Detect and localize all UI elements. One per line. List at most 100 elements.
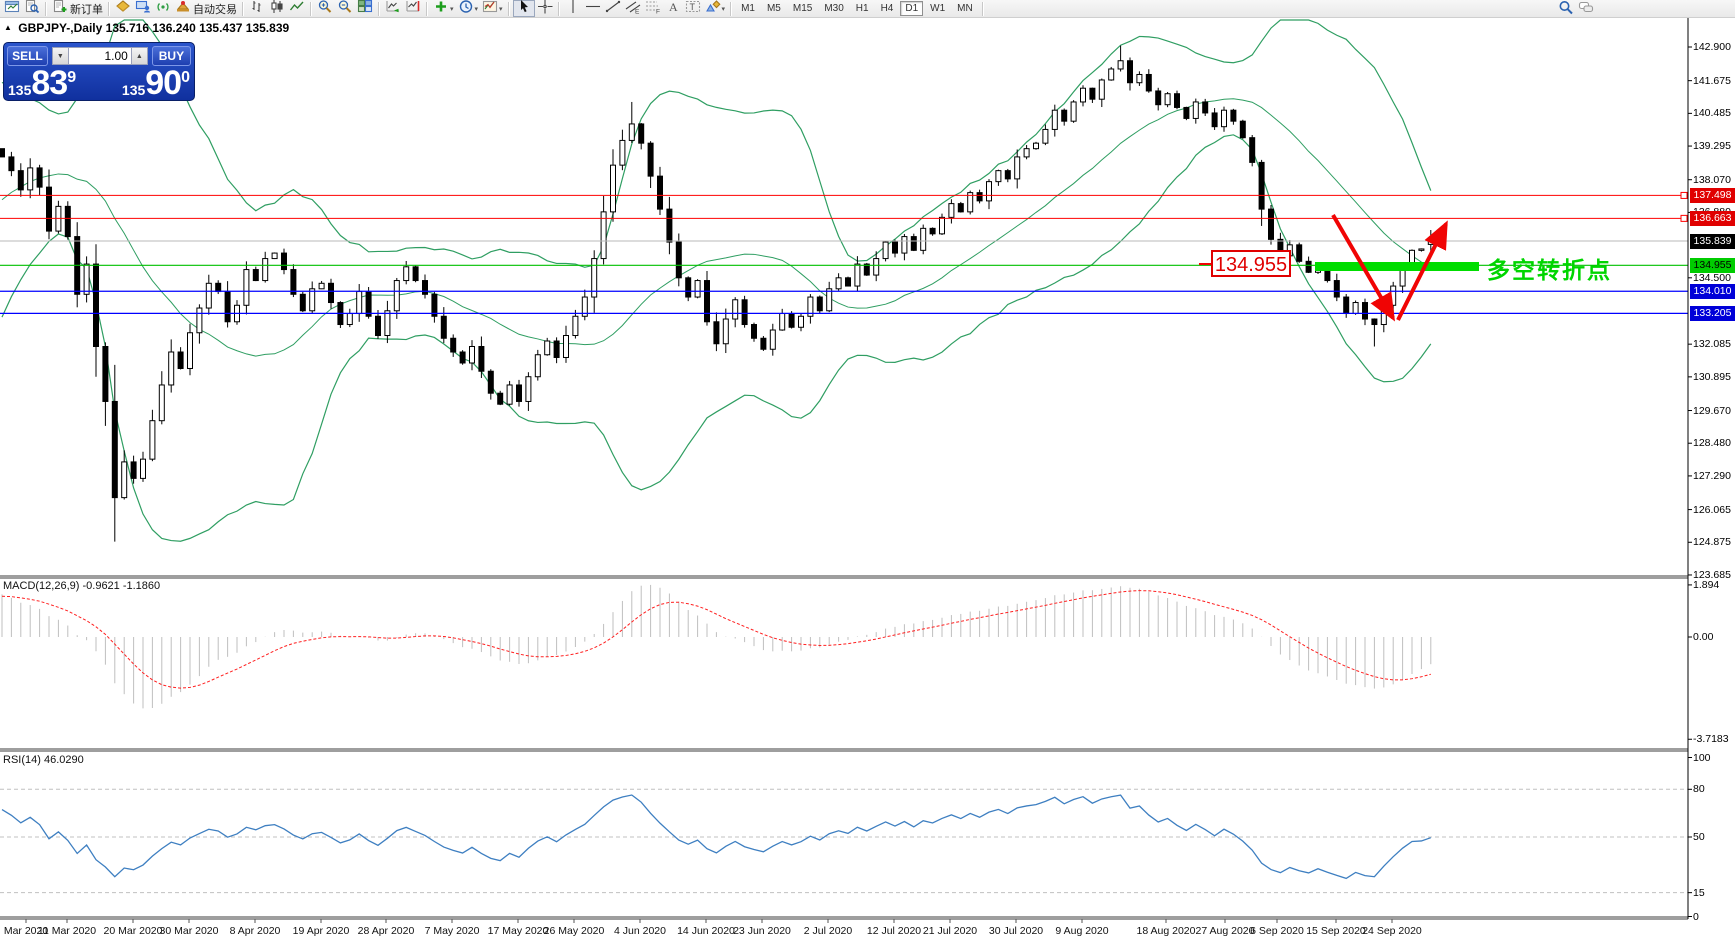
profiles-icon[interactable]: [22, 0, 42, 17]
trend-arrow-annotation[interactable]: [1396, 220, 1448, 321]
level-lines[interactable]: [0, 194, 1688, 314]
terminal-icon[interactable]: [133, 0, 153, 17]
candle-body: [281, 252, 287, 271]
chevron-down-icon[interactable]: ▾: [721, 5, 726, 13]
timeframe-button-w1[interactable]: W1: [930, 3, 946, 14]
candle-body: [27, 167, 34, 191]
line-handle[interactable]: [1680, 214, 1688, 222]
candle-body: [1221, 109, 1227, 128]
buy-price[interactable]: 135 90 0: [122, 66, 190, 100]
candle-body: [638, 123, 645, 144]
axes[interactable]: [25, 18, 1692, 923]
line-handle[interactable]: [1680, 191, 1688, 199]
trend-arrow-annotation[interactable]: [1331, 213, 1396, 322]
volume-input[interactable]: [68, 47, 131, 65]
shapes-icon[interactable]: ▾: [703, 0, 728, 17]
chevron-down-icon[interactable]: ▾: [474, 5, 479, 13]
price-tick-label: 128.480: [1693, 437, 1731, 450]
candle-body: [826, 288, 833, 312]
search-icon[interactable]: [1556, 0, 1576, 18]
candle-body: [140, 458, 146, 479]
vertical-line-icon[interactable]: [563, 0, 583, 17]
symbol-marker-icon: ▲: [4, 23, 12, 32]
candle-body: [647, 142, 654, 177]
line-chart-icon[interactable]: [287, 0, 307, 17]
buy-button[interactable]: BUY: [151, 46, 191, 66]
toolbar-separator: [242, 1, 244, 16]
drawn-annotations[interactable]: [1199, 191, 1688, 322]
date-label: 12 Jul 2020: [866, 925, 922, 937]
chevron-down-icon[interactable]: ▾: [450, 5, 454, 13]
timeframe-button-h4[interactable]: H4: [880, 3, 894, 14]
zoom-in-icon[interactable]: [315, 0, 335, 17]
text-icon[interactable]: A: [663, 0, 683, 17]
candle-body: [215, 282, 222, 293]
auto-scroll-icon: [385, 0, 401, 19]
candle-body: [403, 266, 410, 282]
price-tick-label: 123.685: [1693, 568, 1731, 581]
periods-icon[interactable]: ▾: [456, 0, 481, 17]
candle-body: [318, 282, 325, 290]
chevron-down-icon[interactable]: ▾: [499, 5, 503, 13]
fibonacci-icon[interactable]: F: [643, 0, 663, 17]
metaeditor-icon[interactable]: [113, 0, 133, 17]
candle-body: [1362, 302, 1368, 320]
chat-icon[interactable]: [1576, 1, 1596, 18]
indicators-icon[interactable]: ▾: [431, 0, 456, 17]
volume-increase-button[interactable]: ▲: [130, 47, 148, 65]
new-chart-icon[interactable]: [2, 0, 22, 17]
macd-tick-label: 0.00: [1693, 631, 1714, 643]
candle-body: [1023, 148, 1030, 158]
auto-scroll-icon[interactable]: [383, 0, 403, 17]
signals-icon: [155, 0, 171, 19]
volume-decrease-button[interactable]: ▼: [51, 47, 69, 65]
turning-point-label[interactable]: 多空转折点: [1487, 257, 1612, 283]
rsi-tick-label: 50: [1693, 831, 1705, 843]
sell-button[interactable]: SELL: [7, 46, 48, 66]
candle-body: [1070, 101, 1077, 122]
templates-icon[interactable]: ▾: [480, 0, 505, 17]
trendline-icon[interactable]: [603, 0, 623, 17]
candlestick-chart-icon[interactable]: [267, 0, 287, 17]
label-icon[interactable]: T: [683, 0, 703, 17]
bar-chart-icon: [249, 0, 265, 19]
timeframe-button-m15[interactable]: M15: [792, 3, 813, 14]
toolbar-right-icons: [1556, 0, 1596, 18]
support-bar-annotation[interactable]: [1315, 262, 1479, 271]
sell-price[interactable]: 135 83 9: [8, 66, 76, 100]
equidistant-channel-icon[interactable]: E: [623, 0, 643, 17]
candle-body: [309, 288, 316, 312]
new-order-button[interactable]: 新订单: [50, 0, 105, 17]
timeframe-button-m30[interactable]: M30: [824, 3, 844, 14]
horizontal-line-icon[interactable]: [583, 0, 603, 17]
cursor-icon[interactable]: [512, 0, 535, 17]
autotrading-button[interactable]: 自动交易: [173, 0, 239, 17]
macd-pane: [1, 584, 1432, 709]
candle-body: [328, 282, 334, 304]
text-icon: A: [665, 0, 681, 19]
candle-body: [544, 340, 551, 356]
tile-windows-icon[interactable]: [355, 0, 375, 17]
signals-icon[interactable]: [153, 0, 173, 17]
candle-body: [854, 263, 861, 287]
equidistant-channel-icon: E: [625, 0, 641, 19]
timeframe-button-mn[interactable]: MN: [957, 3, 973, 14]
timeframe-button-m5[interactable]: M5: [766, 3, 781, 14]
candle-body: [741, 299, 748, 326]
bar-chart-icon[interactable]: [247, 0, 267, 17]
candle-body: [149, 420, 156, 460]
chart-shift-icon[interactable]: [403, 0, 423, 17]
toolbar-separator: [45, 1, 47, 16]
timeframe-button-m1[interactable]: M1: [741, 3, 755, 14]
candle-body: [1192, 101, 1199, 119]
toolbar-separator: [378, 1, 380, 16]
zoom-out-icon[interactable]: [335, 0, 355, 17]
candle-body: [929, 227, 936, 235]
timeframe-button-h1[interactable]: H1: [855, 3, 869, 14]
crosshair-icon[interactable]: [535, 0, 555, 17]
candle-body: [798, 315, 804, 328]
price-annotation-box[interactable]: 134.955: [1211, 250, 1291, 277]
svg-text:A: A: [669, 0, 678, 14]
timeframe-button-d1[interactable]: D1: [900, 1, 924, 16]
